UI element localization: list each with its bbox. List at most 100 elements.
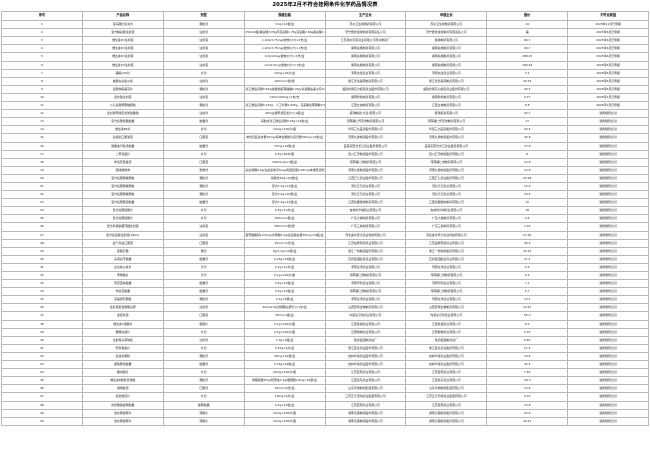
cell-manufacturer[interactable]: 河南辅仁堂制药有限公司 bbox=[324, 287, 407, 297]
cell-product-name[interactable]: 富马酸比索洛尔 bbox=[81, 20, 164, 30]
cell-dosage-form[interactable]: 片剂 bbox=[162, 368, 245, 378]
cell-specification[interactable]: 0.1g×100片/瓶 bbox=[243, 319, 326, 329]
cell-product-name[interactable]: 碳酸氢钠片 bbox=[81, 327, 164, 337]
cell-manufacturer[interactable]: 湖南先施制药有限公司 bbox=[324, 52, 407, 62]
cell-dosage-form[interactable]: 口服液 bbox=[162, 238, 245, 248]
cell-index[interactable]: 12 bbox=[1, 109, 83, 119]
table-row[interactable]: 20 复方氨酚那敏颗粒 颗粒剂 每袋含10g×20袋/盒 江西汇仁药业股份有限公司 江西汇… bbox=[1, 173, 649, 183]
table-row[interactable]: 29 蒙脱石散 散剂 3g/3.1g×10袋/盒 浙江一新制药股份有限公司 浙江一新制药股… bbox=[1, 246, 649, 256]
cell-reason[interactable]: 通用规则比对 bbox=[567, 214, 649, 224]
cell-dosage-form[interactable]: 注射剂 bbox=[162, 28, 245, 38]
cell-price[interactable]: 9.5 bbox=[486, 262, 569, 273]
cell-reason[interactable]: 通用规则比对 bbox=[567, 335, 649, 345]
table-row[interactable]: 28 益气养血口服液 口服液 10ml×12支/盒 江苏晨牌邦德药业有限公司 江苏晨牌邦德… bbox=[1, 238, 649, 248]
cell-price[interactable]: 12.8 bbox=[486, 157, 569, 167]
cell-product-name[interactable]: 氯化钾缓释片 bbox=[81, 416, 164, 426]
column-header-specification[interactable]: 规格包装 bbox=[243, 10, 326, 22]
cell-applicant[interactable]: 江西立信制药有限公司 bbox=[405, 101, 488, 111]
table-row[interactable]: 46 咖啡欧液 口服剂 10ml×10支/盒 山东华信制药集团有限公司 山东华信制药集团有… bbox=[1, 384, 649, 394]
cell-reason[interactable]: 通用规则比对 bbox=[567, 190, 649, 200]
cell-dosage-form[interactable]: 胶囊剂 bbox=[162, 141, 245, 151]
cell-reason[interactable]: 通用规则比对 bbox=[567, 392, 649, 402]
cell-reason[interactable]: 通用规则比对 bbox=[567, 319, 649, 329]
cell-specification[interactable]: 每袋含10g×20袋/盒 bbox=[243, 173, 326, 183]
cell-applicant[interactable]: 云南植物药业有限公司 bbox=[405, 327, 488, 337]
cell-specification[interactable]: 10ml×12支/盒 bbox=[243, 238, 326, 248]
cell-applicant[interactable]: 河南华利药业有限公司 bbox=[405, 279, 488, 289]
cell-reason[interactable]: 通用规则比对 bbox=[567, 351, 649, 362]
cell-product-name[interactable]: 螺内酯片 bbox=[81, 368, 164, 378]
cell-manufacturer[interactable]: 吉林华康药业股份有限公司 bbox=[324, 351, 407, 362]
table-row[interactable]: 13 复方氨酚烷胺胶囊 胶囊剂 每粒含对乙酰氨基酚0.25g×12粒/盒 河南辅仁怀庆堂… bbox=[1, 117, 649, 127]
cell-index[interactable]: 5 bbox=[1, 52, 83, 62]
cell-index[interactable]: 7 bbox=[1, 68, 83, 78]
cell-price[interactable]: 18 bbox=[486, 206, 569, 216]
cell-specification[interactable]: 0.5g×100片/瓶 bbox=[243, 327, 326, 337]
cell-price[interactable]: 6.9 bbox=[486, 270, 569, 281]
cell-dosage-form[interactable]: 注射剂 bbox=[162, 335, 245, 345]
cell-reason[interactable]: 通用规则比对 bbox=[567, 125, 649, 135]
cell-dosage-form[interactable]: 胶囊剂 bbox=[162, 287, 245, 297]
table-row[interactable]: 18 布洛芬混悬液 口服液 100ml:2g×1瓶/盒 河南辅仁堂制药有限公司 河南辅仁堂… bbox=[1, 157, 649, 167]
cell-product-name[interactable]: 头孢氨苄胶囊 bbox=[81, 254, 164, 264]
cell-specification[interactable]: 3g/3.1g×10袋/盒 bbox=[243, 246, 326, 256]
table-row[interactable]: 9 氨酚伪麻美芬片 颗粒剂 对乙酰氨基酚0.25g/盐酸伪麻黄碱碱0.05g/氢溴酸右… bbox=[1, 84, 649, 94]
cell-specification[interactable]: 250ml/瓶(精氨酸3.05g异亮氨酸1.75g亮氨酸2.80g赖氨酸1.90… bbox=[243, 28, 326, 38]
table-row[interactable]: 16 磷酸奥司他韦胶囊 胶囊剂 75mg×10粒/盒 宜昌东阳光长江药业股份有限公司 宜昌… bbox=[1, 141, 649, 151]
cell-product-name[interactable]: 阿莫西林胶囊 bbox=[81, 279, 164, 289]
cell-applicant[interactable]: 内蒙古京新药业有限公司 bbox=[405, 311, 488, 321]
cell-applicant[interactable]: 广东三星制药有限公司 bbox=[405, 222, 488, 232]
cell-manufacturer[interactable]: 河北元元药业有限公司 bbox=[324, 190, 407, 200]
cell-specification[interactable]: 100ml:2g×1瓶/盒 bbox=[243, 157, 326, 167]
cell-specification[interactable]: 1ml/2.5mg(按效价计)×1支/盒 bbox=[243, 60, 326, 70]
cell-index[interactable]: 1 bbox=[1, 20, 83, 30]
table-row[interactable]: 45 维生素B族复合微粒 颗粒剂 硝酸硫胺5mg/核黄素1.2g/烟酰胺10mg×10… bbox=[1, 376, 649, 386]
cell-price[interactable]: 9.4 bbox=[486, 214, 569, 224]
table-row[interactable]: 40 注射用头孢他啶 注射剂 1.0g×1瓶/盒 哈药集团制药总厂 哈药集团制药总厂 6.8… bbox=[1, 335, 649, 345]
cell-applicant[interactable]: 河南辅仁堂制药有限公司 bbox=[405, 157, 488, 167]
cell-price[interactable]: 9.22 bbox=[486, 392, 569, 402]
cell-product-name[interactable]: 替米酸钠缓释胶囊 bbox=[81, 400, 164, 410]
cell-manufacturer[interactable]: 湖南先施制药有限公司 bbox=[324, 60, 407, 70]
cell-manufacturer[interactable]: 石药集团欧意药业有限公司 bbox=[324, 254, 407, 264]
cell-product-name[interactable]: 布洛芬胶囊 bbox=[81, 287, 164, 297]
cell-index[interactable]: 8 bbox=[1, 76, 83, 86]
cell-specification[interactable]: 0.2g×12粒/盒 bbox=[243, 400, 326, 410]
cell-dosage-form[interactable]: 口服液 bbox=[162, 157, 245, 167]
cell-specification[interactable]: 50ml×1瓶/盒 bbox=[243, 311, 326, 321]
cell-index[interactable]: 35 bbox=[1, 295, 83, 305]
table-row[interactable]: 4 维生素D3注射液 注射液 1.0ml/3.75mg(按效价计)×1支/盒 湖南先施制… bbox=[1, 44, 649, 54]
cell-specification[interactable]: 30mg×12袋/盒 bbox=[243, 351, 326, 362]
cell-index[interactable]: 21 bbox=[1, 181, 83, 192]
cell-applicant[interactable]: 江西汇仁药业股份有限公司 bbox=[405, 173, 488, 183]
cell-manufacturer[interactable]: 吉林华康药业股份有限公司 bbox=[324, 360, 407, 370]
table-row[interactable]: 33 阿莫西林胶囊 胶囊剂 0.5g×10粒/盒 河南华利药业有限公司 河南华利药业有限公… bbox=[1, 279, 649, 289]
column-header-dosage-form[interactable]: 剂型 bbox=[162, 10, 245, 22]
cell-manufacturer[interactable]: 河南辅仁怀庆堂制药有限公司 bbox=[324, 117, 407, 127]
cell-dosage-form[interactable]: 软膏剂 bbox=[162, 165, 245, 175]
cell-dosage-form[interactable]: 片剂 bbox=[162, 327, 245, 337]
cell-price[interactable]: 23.6 bbox=[486, 408, 569, 418]
cell-index[interactable]: 17 bbox=[1, 149, 83, 159]
cell-price[interactable]: 19.5 bbox=[486, 190, 569, 200]
cell-manufacturer[interactable]: 宜昌东阳光长江药业股份有限公司 bbox=[324, 141, 407, 151]
cell-applicant[interactable]: 宜昌东阳光长江药业股份有限公司 bbox=[405, 141, 488, 151]
cell-applicant[interactable]: 浙江一新制药股份有限公司 bbox=[405, 246, 488, 256]
cell-specification[interactable]: 1.0ml/3.75mg(按效价计)×1支/盒 bbox=[243, 44, 326, 54]
cell-price[interactable]: 6.83 bbox=[486, 335, 569, 345]
cell-price[interactable]: 7.45 bbox=[486, 222, 569, 232]
cell-specification[interactable]: 0.5g×60片/瓶 bbox=[243, 149, 326, 159]
cell-index[interactable]: 6 bbox=[1, 60, 83, 70]
table-row[interactable]: 31 左氧氟沙星片 片剂 0.1g×12片/盒 河南太洋药业有限公司 河南太洋药业有限公司… bbox=[1, 262, 649, 273]
cell-manufacturer[interactable]: 四川汇宇制药股份有限公司 bbox=[324, 149, 407, 159]
cell-applicant[interactable]: 湖南科伦制药有限公司 bbox=[405, 92, 488, 103]
cell-price[interactable]: 26.5 bbox=[486, 84, 569, 94]
cell-index[interactable]: 24 bbox=[1, 206, 83, 216]
cell-price[interactable]: 0.77 bbox=[486, 92, 569, 103]
cell-applicant[interactable]: 山东华信制药集团有限公司 bbox=[405, 384, 488, 394]
cell-index[interactable]: 38 bbox=[1, 319, 83, 329]
cell-specification[interactable]: 75mg×10粒/盒 bbox=[243, 141, 326, 151]
cell-index[interactable]: 16 bbox=[1, 141, 83, 151]
table-row[interactable]: 8 盐酸左氧氟沙星 注射剂 200ml×1袋/袋 浙江普洛得邦制药有限公司 浙江普洛得邦制… bbox=[1, 76, 649, 86]
cell-manufacturer[interactable]: 河北金牛原大药业科技有限公司 bbox=[324, 230, 407, 240]
